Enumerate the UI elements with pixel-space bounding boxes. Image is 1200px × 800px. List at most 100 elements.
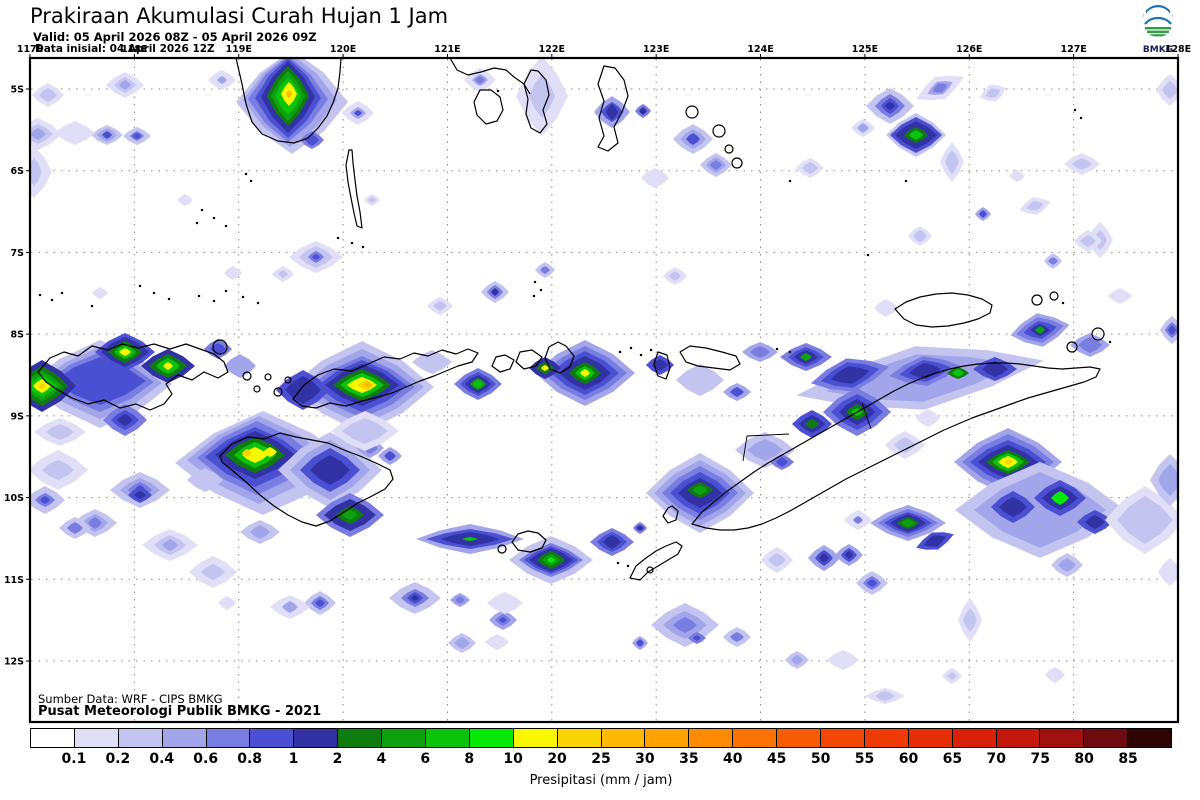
precip-blob — [999, 497, 1027, 517]
precip-blob — [1051, 491, 1069, 505]
precip-blob — [963, 608, 977, 632]
island-outline — [497, 544, 507, 554]
precip-blob — [641, 168, 669, 188]
precip-blob — [985, 88, 1001, 98]
precip-blob — [286, 90, 292, 98]
lon-tick-label: 127E — [1060, 44, 1086, 55]
islet-dot — [629, 346, 633, 350]
precip-blob — [412, 350, 452, 374]
coastline-muna-island — [473, 89, 504, 125]
precip-blob — [541, 365, 549, 371]
coastline-sulawesi-sw-peninsula — [235, 58, 342, 144]
precip-blob — [652, 359, 668, 371]
precip-blob — [1158, 558, 1178, 586]
precip-blob — [1168, 325, 1176, 335]
precip-blob — [368, 197, 376, 203]
precip-blob — [710, 160, 722, 170]
color-scale-cell — [1084, 729, 1129, 747]
color-scale-value: 0.8 — [237, 751, 263, 767]
color-scale-value: 25 — [591, 751, 611, 767]
color-scale-cell — [74, 729, 119, 747]
precip-blob — [529, 74, 555, 118]
precip-blob — [603, 535, 621, 549]
color-scale-value: 0.6 — [193, 751, 219, 767]
precip-blob — [909, 363, 941, 379]
coastline-buton-east — [597, 65, 629, 152]
precip-blob — [805, 419, 819, 429]
island-outline — [253, 385, 261, 393]
precip-blob — [673, 617, 697, 633]
color-scale-value: 65 — [942, 751, 963, 767]
precip-blob — [201, 564, 225, 580]
color-scale-bar — [30, 728, 1172, 748]
precip-blob — [827, 650, 859, 670]
precip-blob — [686, 133, 700, 145]
islet-dot — [244, 172, 248, 176]
islet-dot — [626, 564, 630, 568]
precip-blob — [1078, 337, 1102, 353]
precip-blob — [750, 346, 770, 358]
color-scale-value: 70 — [986, 751, 1007, 767]
precip-blob — [499, 617, 507, 623]
color-scale-cell — [294, 729, 339, 747]
color-scale-value: 60 — [898, 751, 919, 767]
color-scale-value: 1 — [288, 751, 299, 767]
precip-blob — [102, 131, 112, 139]
valid-datetime: Valid: 05 April 2026 08Z - 05 April 2026… — [33, 30, 317, 44]
color-scale-cell — [645, 729, 690, 747]
lon-tick-label: 125E — [852, 44, 878, 55]
island-outline — [242, 371, 252, 381]
precip-blob — [945, 150, 959, 174]
islet-dot — [788, 350, 792, 354]
precip-blob — [134, 491, 146, 499]
precip-blob — [730, 632, 744, 642]
islet-dot — [1108, 340, 1112, 344]
precip-blob — [278, 270, 288, 278]
precip-blob — [133, 133, 141, 139]
precip-blob — [1080, 235, 1096, 247]
islet-dot — [241, 295, 245, 299]
precip-blob — [874, 299, 898, 317]
precip-blob — [913, 230, 927, 242]
precip-blob — [580, 369, 590, 377]
precip-blob — [162, 539, 178, 551]
color-scale-cell — [777, 729, 822, 747]
lon-tick-label: 117E — [17, 44, 43, 55]
precip-blob — [454, 637, 470, 649]
precip-blob — [923, 535, 947, 547]
islet-dot — [1073, 108, 1077, 112]
island-outline — [724, 144, 734, 154]
precip-blob — [30, 158, 42, 186]
lon-tick-label: 122E — [539, 44, 565, 55]
precip-blob — [547, 557, 555, 563]
precip-blob — [982, 361, 1008, 377]
islet-dot — [649, 348, 653, 352]
precip-blob — [364, 382, 372, 388]
coastline-flores-island — [292, 348, 479, 409]
precip-blob — [800, 353, 812, 361]
precip-blob — [952, 369, 964, 377]
island-outline — [273, 387, 283, 397]
precip-blob — [312, 254, 320, 260]
islet-dot — [138, 284, 142, 288]
coastline-adonara-island — [515, 349, 543, 370]
precip-blob — [676, 364, 724, 396]
island-outline — [1091, 327, 1105, 341]
precip-blob — [875, 691, 895, 701]
precip-blob — [491, 288, 499, 296]
color-scale-cell — [952, 729, 997, 747]
islet-dot — [224, 289, 228, 293]
coastline-buton-west — [523, 69, 550, 134]
precip-blob — [1048, 257, 1058, 265]
precip-blob — [1009, 170, 1025, 182]
color-scale-cell — [821, 729, 865, 747]
islet-dot — [167, 297, 171, 301]
islet-dot — [616, 561, 620, 565]
lat-tick-label: 8S — [11, 330, 25, 341]
islet-dot — [775, 347, 779, 351]
islet-dot — [533, 280, 537, 284]
island-outline — [212, 339, 228, 355]
coastline-pantar-island — [653, 351, 671, 380]
color-scale-cell — [382, 729, 427, 747]
